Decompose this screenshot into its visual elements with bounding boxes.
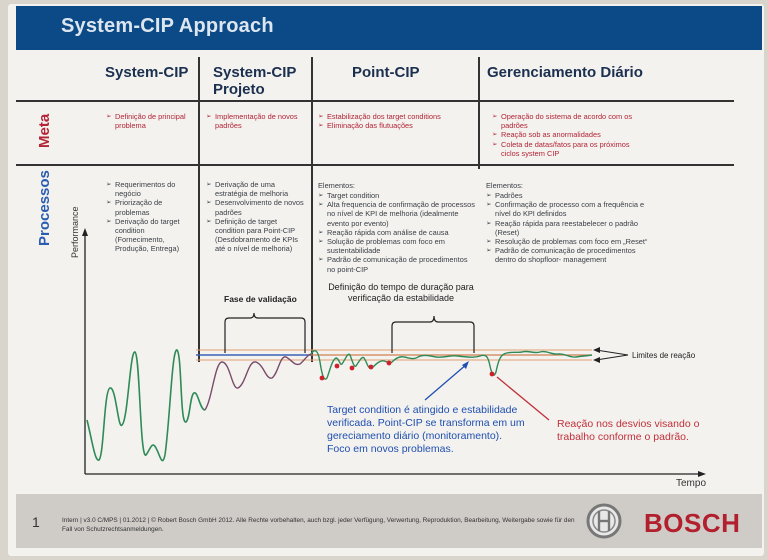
list-item: Operação do sistema de acordo com os pad… (492, 112, 640, 130)
processos-heading-point-cip: Elementos: (318, 181, 355, 190)
divider-col-2 (311, 57, 313, 362)
footer: 1 Intern | v3.0 C/MPS | 01.2012 | © Robe… (16, 494, 762, 548)
list-item: Padrão de comunicação de procedimentos d… (486, 246, 656, 264)
x-axis-label: Tempo (676, 478, 707, 489)
stability-duration-bracket (391, 315, 475, 353)
deviation-point (319, 375, 325, 381)
limit-arrow (595, 354, 629, 361)
stability-duration-label: Definição do tempo de duração para verif… (328, 282, 474, 303)
deviation-point (368, 364, 374, 370)
divider-header (16, 100, 734, 102)
meta-list-system-cip: Definição de principal problema (106, 112, 194, 130)
list-item: Implementação de novos padrões (206, 112, 304, 130)
reaction-limits-label: Limites de reação (632, 351, 696, 360)
list-item: Padrão de comunicação de procedimentos n… (318, 255, 476, 273)
processos-heading-gerenciamento: Elementos: (486, 181, 523, 190)
y-axis-label: Performance (70, 206, 80, 258)
column-header-gerenciamento-diario: Gerenciamento Diário (487, 64, 643, 81)
list-item: Estabilização dos target conditions (318, 112, 476, 121)
system-cip-curve (86, 349, 206, 462)
project-curve (204, 353, 312, 411)
validation-phase-label: Fase de validação (224, 294, 297, 304)
processos-list-projeto: Derivação de uma estratégia de melhoria … (206, 180, 308, 254)
column-header-system-cip-projeto: System-CIP Projeto (213, 64, 297, 98)
list-item: Resolução de problemas com foco em „Rese… (486, 237, 656, 246)
x-axis-arrow-icon (698, 471, 706, 477)
y-axis-arrow-icon (82, 228, 88, 236)
meta-list-point-cip: Estabilização dos target conditions Elim… (318, 112, 476, 131)
divider-col-1 (198, 57, 200, 362)
list-item: Reação rápida para reestabelecer o padrã… (486, 219, 656, 237)
list-item: Solução de problemas com foco em sustent… (318, 237, 476, 255)
limit-arrow (595, 349, 629, 356)
column-header-system-cip: System-CIP (105, 64, 189, 81)
list-item: Derivação do target condition (Fornecime… (106, 217, 194, 254)
bosch-logo-icon (586, 503, 622, 539)
copyright-text: Intern | v3.0 C/MPS | 01.2012 | © Robert… (62, 517, 575, 533)
divider-meta (16, 164, 734, 166)
list-item: Coleta de datas/fatos para os próximos c… (492, 140, 640, 158)
target-note-arrow-icon (462, 361, 469, 369)
list-item: Padrões (486, 191, 656, 200)
validation-phase-bracket (224, 312, 306, 353)
page-number: 1 (32, 514, 40, 530)
title-bar: System-CIP Approach (16, 6, 762, 50)
deviation-note-pointer (496, 376, 550, 421)
processos-list-system-cip: Requerimentos do negócio Priorização de … (106, 180, 194, 254)
brand-wordmark: BOSCH (644, 508, 741, 538)
target-condition-note: Target condition é atingido e estabilida… (327, 404, 525, 455)
list-item: Derivação de uma estratégia de melhoria (206, 180, 308, 198)
upper-limit-arrow-icon (593, 347, 600, 353)
list-item: Priorização de problemas (106, 198, 194, 216)
target-note-pointer (424, 363, 468, 401)
list-item: Reação rápida com análise de causa (318, 228, 476, 237)
column-header-point-cip: Point-CIP (352, 64, 420, 81)
list-item: Eliminação das flutuações (318, 121, 476, 130)
slide-card (8, 4, 764, 556)
deviation-point (334, 363, 340, 369)
meta-list-gerenciamento: Operação do sistema de acordo com os pad… (492, 112, 640, 158)
lower-limit-arrow-icon (593, 357, 600, 363)
divider-col-3 (478, 57, 480, 169)
list-item: Desenvolvimento de novos padrões (206, 198, 308, 216)
list-item: Reação sob as anormalidades (492, 130, 640, 139)
processos-list-gerenciamento: Padrões Confirmação de processo com a fr… (486, 191, 656, 265)
deviation-point (349, 365, 355, 371)
deviation-reaction-note: Reação nos desvios visando o trabalho co… (557, 418, 700, 443)
list-item: Alta frequencia de confirmação de proces… (318, 200, 476, 228)
list-item: Definição de principal problema (106, 112, 194, 130)
point-cip-curve (310, 350, 593, 380)
meta-list-projeto: Implementação de novos padrões (206, 112, 304, 130)
deviation-point (489, 371, 495, 377)
slide-title: System-CIP Approach (61, 15, 274, 37)
list-item: Confirmação de processo com a frequência… (486, 200, 656, 218)
list-item: Requerimentos do negócio (106, 180, 194, 198)
list-item: Target condition (318, 191, 476, 200)
list-item: Definição de target condition para Point… (206, 217, 308, 254)
processos-list-point-cip: Target condition Alta frequencia de conf… (318, 191, 476, 274)
deviation-point (386, 360, 392, 366)
